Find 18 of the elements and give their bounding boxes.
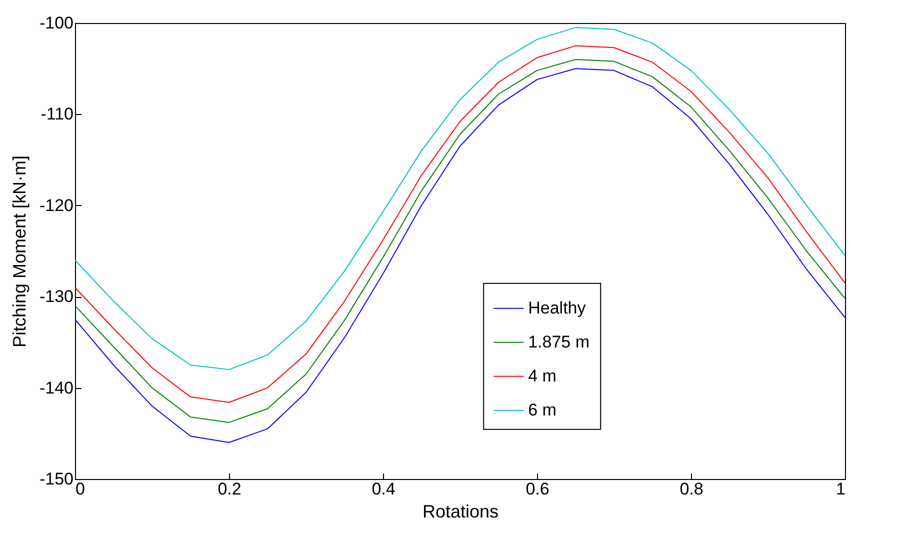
legend-label: 4 m xyxy=(528,366,556,386)
x-tick-label: 0.2 xyxy=(218,480,242,498)
x-tick-label: 0.6 xyxy=(526,480,550,498)
x-tick-label: 0 xyxy=(76,480,85,498)
y-tick-label: -150 xyxy=(39,470,74,488)
legend-label: Healthy xyxy=(528,298,586,318)
y-axis-title: Pitching Moment [kN·m] xyxy=(9,155,30,348)
y-tick-label: -110 xyxy=(40,104,74,124)
y-tick-label: -140 xyxy=(39,378,74,398)
y-tick-label: -130 xyxy=(39,287,74,306)
y-tick-label: -120 xyxy=(39,196,74,215)
x-tick-label: 1 xyxy=(836,480,846,498)
legend-label: 1.875 m xyxy=(528,332,590,352)
legend-label: 6 m xyxy=(528,400,556,420)
x-axis-title: Rotations xyxy=(422,502,499,522)
y-tick-label: -100 xyxy=(39,14,74,32)
x-tick-label: 0.8 xyxy=(680,480,704,498)
x-tick-label: 0.4 xyxy=(372,480,396,498)
